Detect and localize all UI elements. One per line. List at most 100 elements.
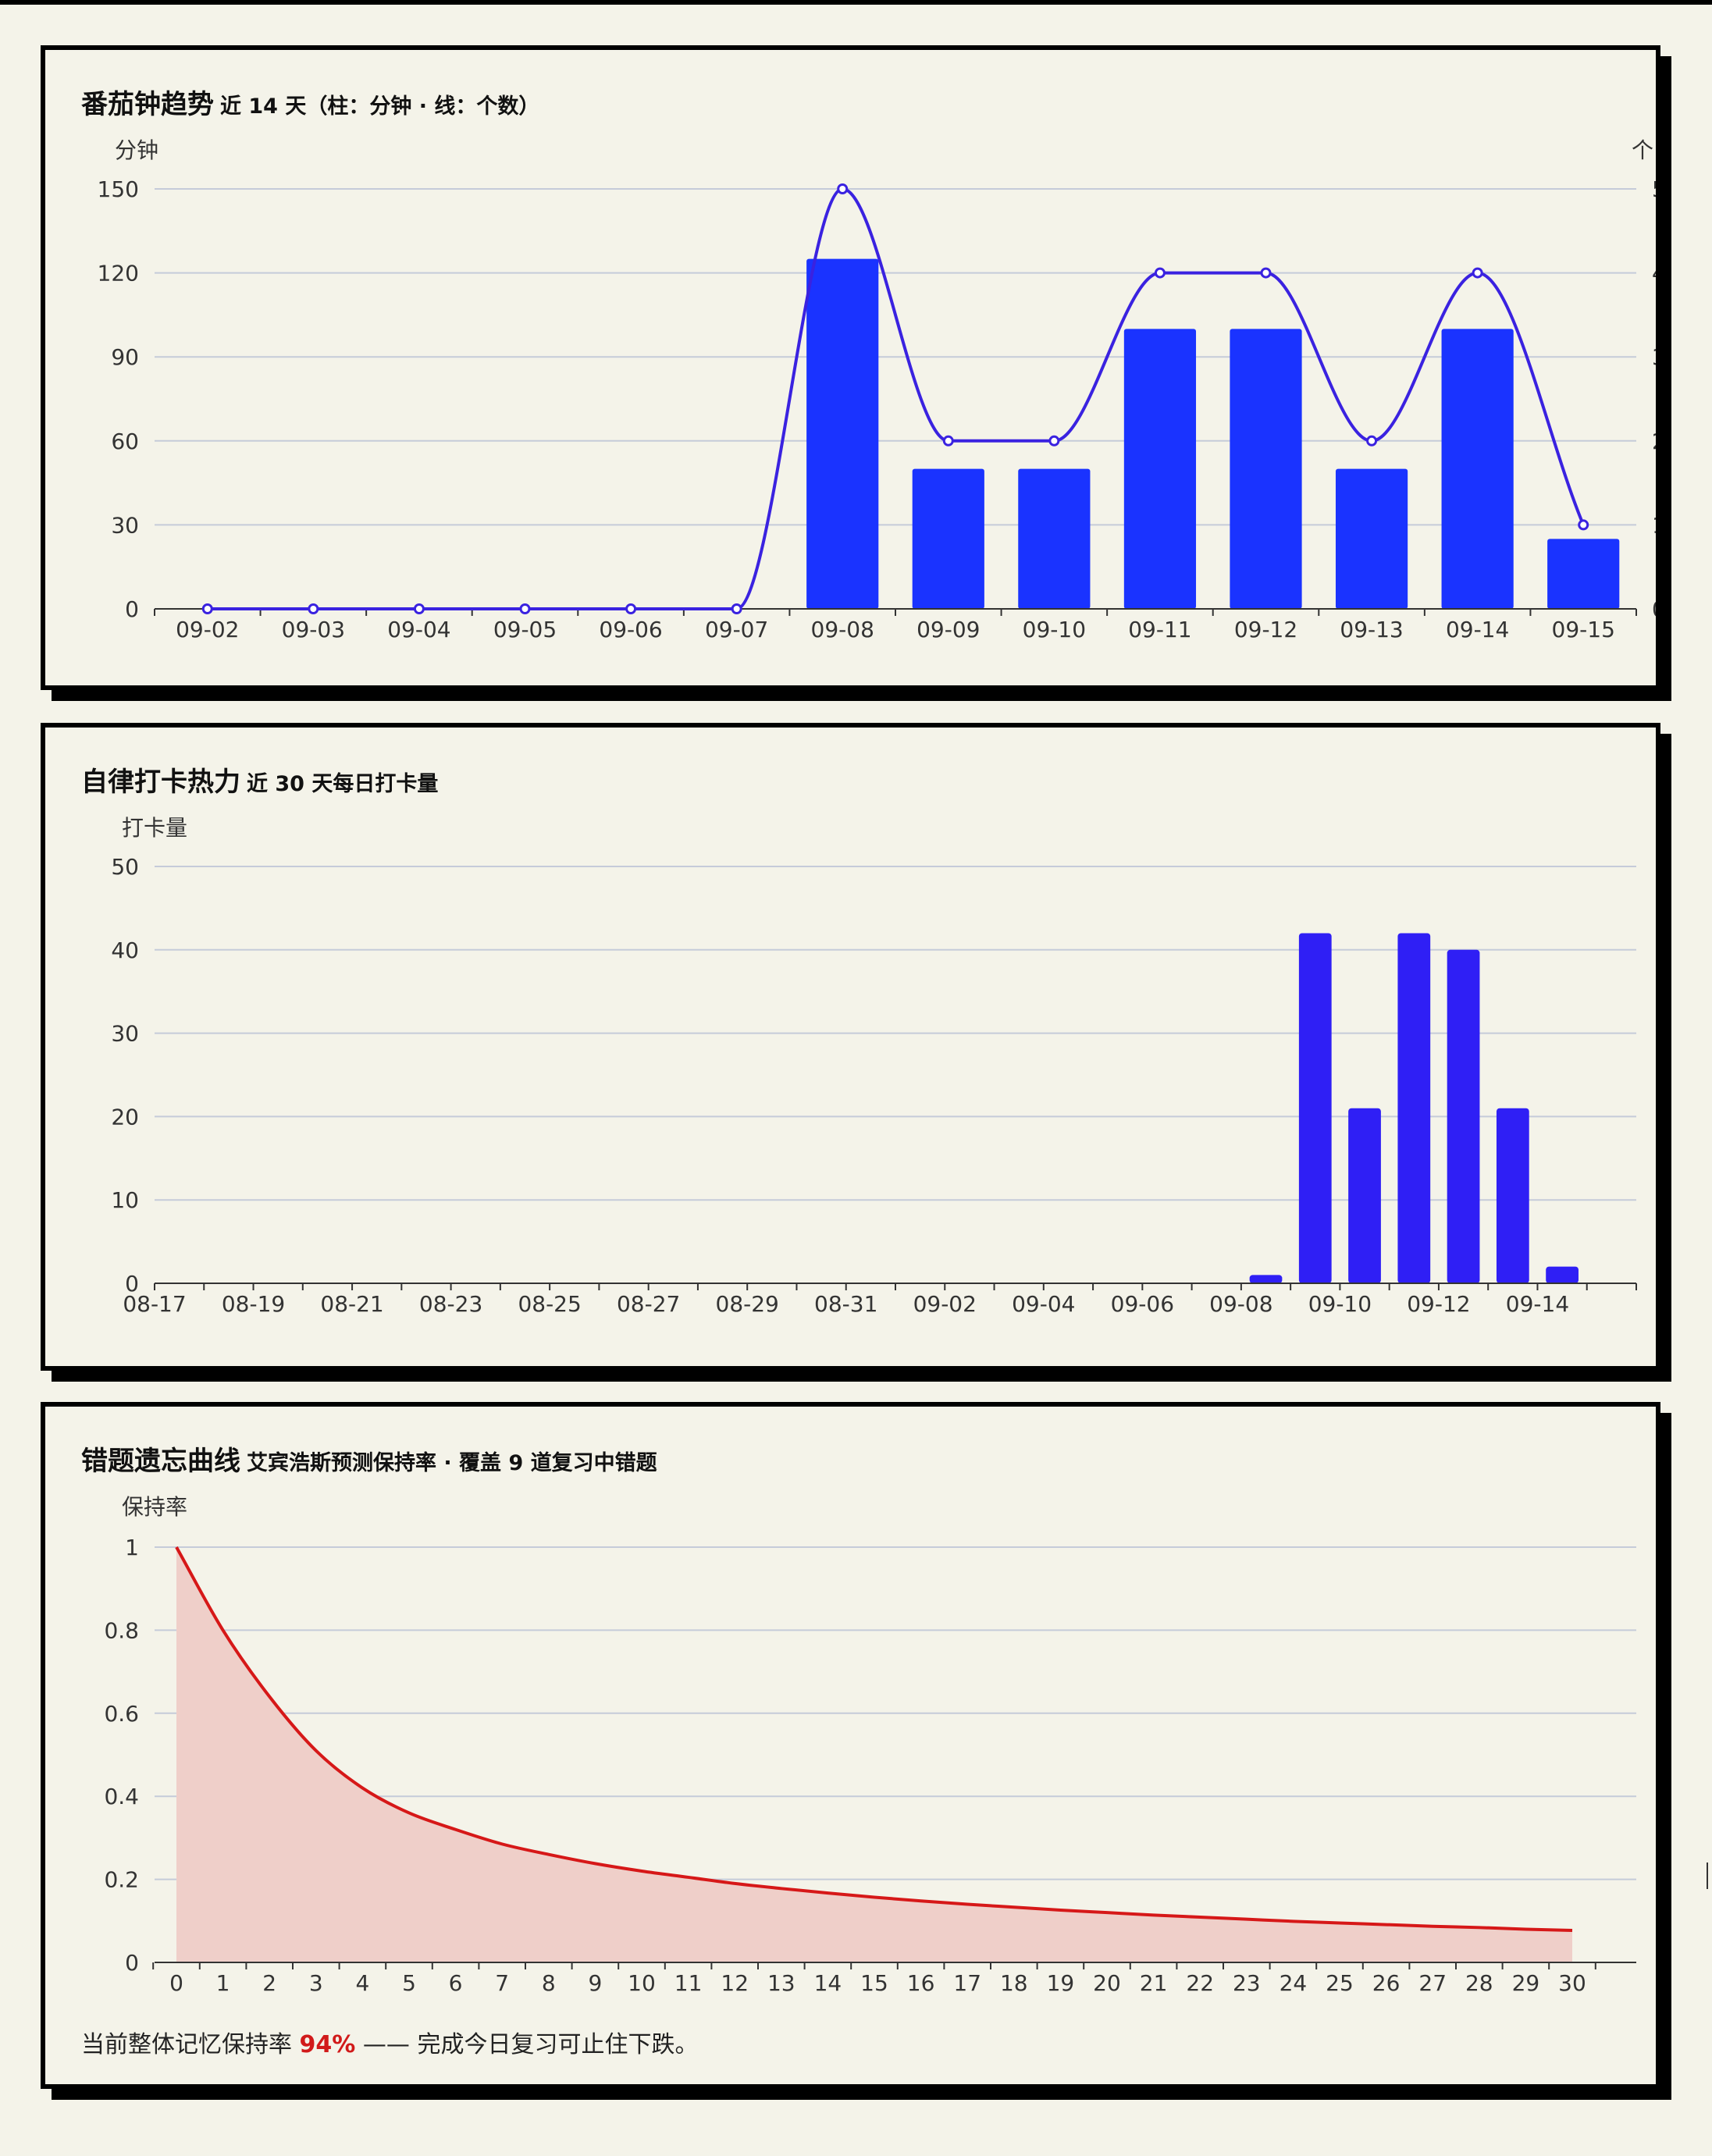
bar-checkins	[1348, 1108, 1381, 1283]
line-point	[1260, 267, 1272, 279]
forgetting-subtitle: 艾宾浩斯预测保持率 · 覆盖 9 道复习中错题	[247, 1451, 657, 1475]
bar-minutes	[912, 468, 984, 609]
x-tick-label: 09-05	[493, 617, 557, 642]
x-tick-label: 28	[1465, 1970, 1493, 1996]
x-tick-label: 22	[1186, 1970, 1214, 1996]
x-tick-label: 16	[907, 1970, 935, 1996]
retention-curve	[175, 1546, 1573, 1933]
line-point	[837, 183, 849, 194]
x-tick-label: 17	[953, 1970, 981, 1996]
y-tick-label: 90	[111, 344, 139, 370]
line-point	[1154, 267, 1166, 279]
y-tick-label: 120	[98, 261, 139, 286]
y-tick-label: 0	[125, 596, 139, 622]
x-tick-label: 8	[542, 1970, 556, 1996]
retention-value: 94%	[299, 2031, 356, 2058]
bar-minutes	[1230, 329, 1302, 609]
pomodoro-trend-card: 番茄钟趋势近 14 天（柱：分钟 · 线：个数） 分钟个 0 30 60 90 120 15…	[41, 45, 1660, 690]
y-tick-label: 0	[125, 1950, 139, 1976]
scroll-edge-marker	[1707, 1862, 1712, 1889]
x-tick-label: 29	[1512, 1970, 1540, 1996]
y-tick-label: 60	[111, 429, 139, 454]
x-tick-label: 27	[1418, 1970, 1447, 1996]
x-tick-label: 09-10	[1023, 617, 1086, 642]
checkin-title: 自律打卡热力	[81, 767, 240, 798]
x-tick-label: 26	[1372, 1970, 1401, 1996]
line-point	[201, 603, 213, 614]
x-tick-label: 3	[309, 1970, 323, 1996]
line-point	[308, 603, 319, 614]
checkin-card-title: 自律打卡热力近 30 天每日打卡量	[81, 760, 438, 799]
y-tick-label-right: 1	[1652, 512, 1656, 538]
bar-checkins	[1496, 1108, 1529, 1283]
line-point	[1366, 435, 1378, 446]
line-point	[1048, 435, 1060, 446]
x-tick-label: 20	[1093, 1970, 1121, 1996]
x-tick-label: 24	[1280, 1970, 1308, 1996]
x-tick-label: 4	[355, 1970, 369, 1996]
retention-prefix: 当前整体记忆保持率	[81, 2031, 292, 2058]
x-tick-label: 13	[767, 1970, 795, 1996]
y-tick-label: 20	[111, 1104, 139, 1130]
x-tick-label: 09-14	[1446, 617, 1509, 642]
x-tick-label: 12	[721, 1970, 749, 1996]
line-point	[1578, 519, 1589, 531]
x-tick-label: 09-06	[1111, 1291, 1174, 1317]
y-tick-label: 50	[111, 854, 139, 880]
x-tick-label: 18	[1000, 1970, 1028, 1996]
x-tick-label: 09-15	[1552, 617, 1615, 642]
pomodoro-title: 番茄钟趋势	[81, 89, 214, 120]
line-count-series	[207, 187, 1586, 610]
y-tick-label: 40	[111, 937, 139, 963]
x-tick-label: 09-10	[1308, 1291, 1372, 1317]
x-tick-label: 09-02	[913, 1291, 977, 1317]
line-point	[942, 435, 954, 446]
checkin-heat-card: 自律打卡热力近 30 天每日打卡量 打卡量 0 10 20 30 40 50 08-17 08-…	[41, 723, 1660, 1371]
bar-checkins	[1447, 949, 1480, 1283]
x-tick-label: 11	[674, 1970, 703, 1996]
line-point	[625, 603, 637, 614]
x-tick-label: 1	[216, 1970, 230, 1996]
x-tick-label: 15	[860, 1970, 888, 1996]
x-tick-label: 09-12	[1234, 617, 1297, 642]
x-tick-label: 08-25	[518, 1291, 581, 1317]
x-tick-label: 08-29	[716, 1291, 779, 1317]
bar-minutes	[1123, 329, 1197, 609]
x-tick-label: 08-19	[222, 1291, 285, 1317]
y-tick-label: 30	[111, 512, 139, 538]
x-tick-label: 9	[588, 1970, 602, 1996]
x-tick-label: 09-12	[1407, 1291, 1470, 1317]
x-tick-label: 7	[495, 1970, 509, 1996]
forgetting-card-title: 错题遗忘曲线 艾宾浩斯预测保持率 · 覆盖 9 道复习中错题	[81, 1439, 657, 1478]
bar-minutes	[806, 258, 879, 609]
x-tick-label: 21	[1140, 1970, 1168, 1996]
bar-checkins	[1249, 1275, 1283, 1283]
x-tick-label: 6	[449, 1970, 463, 1996]
x-tick-label: 09-11	[1128, 617, 1191, 642]
x-tick-label: 30	[1558, 1970, 1586, 1996]
x-tick-label: 19	[1047, 1970, 1075, 1996]
x-tick-label: 09-06	[599, 617, 662, 642]
x-tick-label: 25	[1326, 1970, 1354, 1996]
forgetting-title: 错题遗忘曲线	[81, 1446, 240, 1477]
pomodoro-chart: 分钟 个 0 30 60 90 120 150 0 1 2 3 4 5 09-02 09-03 09-04 09-…	[98, 137, 1656, 642]
y-axis-title-left: 分钟	[115, 137, 158, 163]
y-tick-label: 150	[98, 176, 139, 202]
x-tick-label: 09-04	[387, 617, 450, 642]
x-tick-label: 2	[262, 1970, 276, 1996]
forgetting-curve-card: 错题遗忘曲线 艾宾浩斯预测保持率 · 覆盖 9 道复习中错题 保持率 0 0.2 0.4…	[41, 1402, 1660, 2089]
x-tick-label: 09-08	[811, 617, 874, 642]
y-tick-label-right: 5	[1652, 176, 1656, 202]
bar-minutes	[1018, 468, 1091, 609]
bar-checkins	[1397, 933, 1431, 1283]
x-tick-label: 5	[402, 1970, 416, 1996]
bar-minutes	[1547, 539, 1620, 609]
x-tick-label: 09-08	[1209, 1291, 1272, 1317]
y-tick-label: 1	[125, 1535, 139, 1560]
x-tick-label: 09-02	[176, 617, 239, 642]
x-tick-label: 09-04	[1012, 1291, 1075, 1317]
line-point	[519, 603, 531, 614]
x-tick-label: 08-17	[123, 1291, 186, 1317]
x-tick-label: 09-03	[282, 617, 345, 642]
